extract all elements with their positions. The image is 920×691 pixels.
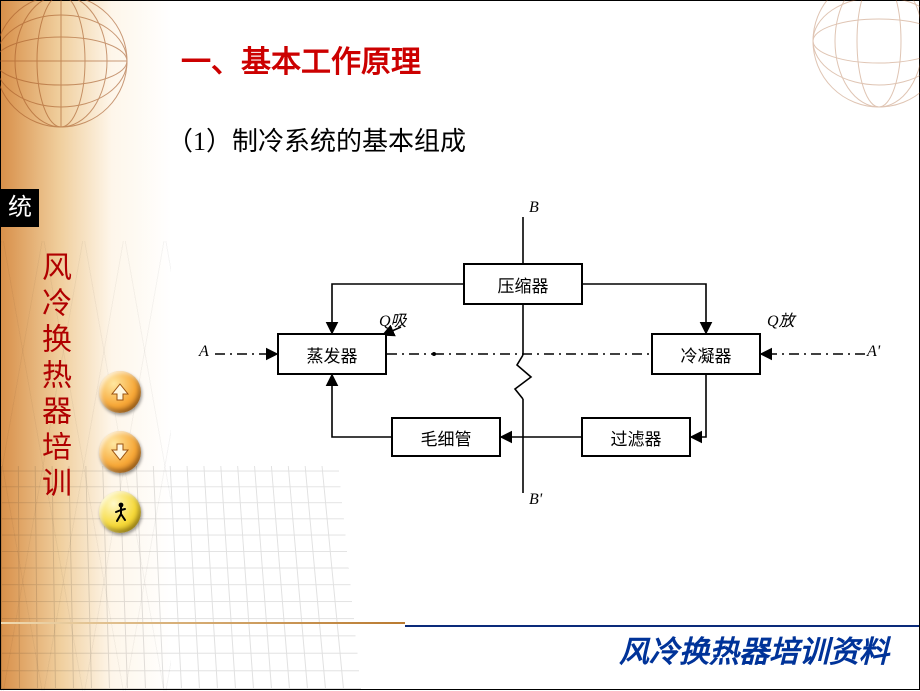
label-B: B [529, 199, 539, 217]
arrow-down-icon [109, 441, 131, 463]
node-capillary: 毛细管 [391, 417, 501, 457]
nav-man-button[interactable] [99, 491, 141, 533]
page-subtitle: （1）制冷系统的基本组成 [167, 121, 466, 158]
walking-man-icon [109, 501, 131, 523]
side-tab: 统 [1, 189, 39, 227]
arrow-up-icon [109, 381, 131, 403]
label-Qout: Q放 [767, 307, 795, 331]
node-compressor: 压缩器 [463, 263, 583, 305]
node-evaporator: 蒸发器 [277, 333, 387, 375]
label-Bp: B' [529, 491, 542, 509]
footer-text: 风冷换热器培训资料 [619, 627, 889, 671]
node-filter: 过滤器 [581, 417, 691, 457]
refrigeration-flowchart: 压缩器 蒸发器 冷凝器 毛细管 过滤器 B B' A A' Q吸 Q放 [201, 201, 881, 521]
nav-up-button[interactable] [99, 371, 141, 413]
label-Ap: A' [867, 343, 880, 361]
vertical-title: 风冷换热器培训 [41, 251, 75, 503]
nav-down-button[interactable] [99, 431, 141, 473]
page-title: 一、基本工作原理 [181, 37, 421, 81]
label-Qin: Q吸 [379, 307, 407, 331]
nav-button-group [99, 371, 141, 533]
label-A: A [199, 343, 209, 361]
globe-decoration-top-right [809, 0, 920, 111]
left-gradient-band [1, 1, 171, 689]
node-condenser: 冷凝器 [651, 333, 761, 375]
